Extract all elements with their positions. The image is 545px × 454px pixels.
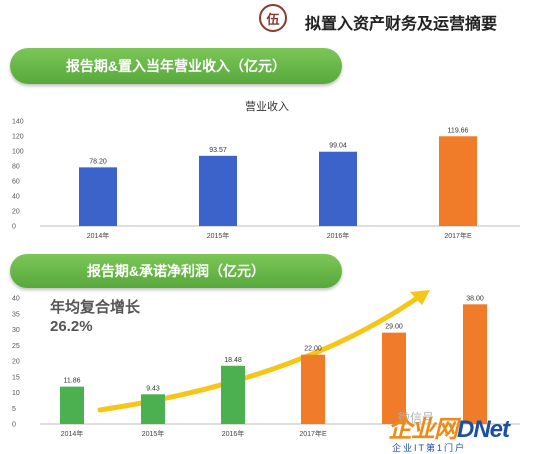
bar-value-label: 119.66 <box>448 127 469 134</box>
y-tick-label: 40 <box>12 194 20 201</box>
x-tick-label: 2014年 <box>61 429 84 438</box>
bar-value-label: 93.57 <box>209 147 227 154</box>
y-tick-label: 35 <box>12 311 20 318</box>
site-logo: 企业网DNet <box>388 416 510 443</box>
bar <box>79 167 117 226</box>
revenue-chart-title: 营业收入 <box>245 101 289 113</box>
bar <box>463 304 487 424</box>
y-tick-label: 120 <box>12 134 24 141</box>
y-tick-label: 15 <box>12 374 20 381</box>
y-tick-label: 20 <box>12 359 20 366</box>
bar-value-label: 38.00 <box>466 295 484 302</box>
y-tick-label: 20 <box>12 209 20 216</box>
logo-part-c: Net <box>473 416 510 443</box>
bar-value-label: 18.48 <box>224 357 242 364</box>
y-tick-label: 100 <box>12 149 24 156</box>
site-slogan: 企业IT第1门户 <box>392 443 467 453</box>
x-tick-label: 2017年E <box>299 429 327 438</box>
bar-value-label: 29.00 <box>385 324 403 331</box>
revenue-section-banner: 报告期&置入当年营业收入（亿元） <box>10 48 342 84</box>
wechat-watermark: 微信号 <box>398 411 435 425</box>
profit-chart: 0 5 10 15 20 25 30 35 40 11.86 2014年 9.43 2015年 18.48… <box>12 295 520 438</box>
x-tick-label: 2015年 <box>207 231 230 240</box>
section-number-badge: 伍 <box>259 4 287 32</box>
bar <box>319 151 357 226</box>
bar-value-label: 11.86 <box>64 378 81 385</box>
bar-value-label: 9.43 <box>146 385 160 392</box>
y-tick-label: 40 <box>12 296 20 303</box>
bar <box>199 155 237 226</box>
bar <box>382 332 406 424</box>
y-tick-label: 10 <box>12 390 20 397</box>
y-tick-label: 25 <box>12 343 20 350</box>
bar <box>221 365 245 424</box>
cagr-label: 年均复合增长 <box>50 299 141 316</box>
x-tick-label: 2014年 <box>87 231 110 240</box>
bar-value-label: 22.00 <box>304 346 322 353</box>
y-tick-label: 140 <box>12 119 24 126</box>
y-tick-label: 0 <box>12 422 16 429</box>
x-tick-label: 2015年 <box>142 429 165 438</box>
bar <box>439 136 477 226</box>
bar <box>60 386 84 424</box>
y-tick-label: 5 <box>12 406 16 413</box>
y-tick-label: 30 <box>12 327 20 334</box>
revenue-chart: 0 20 40 60 80 100 120 140 78.20 2014年 93.57 2015年 99… <box>12 119 520 240</box>
bar-value-label: 78.20 <box>89 158 107 165</box>
profit-section-banner: 报告期&承诺净利润（亿元） <box>10 254 342 288</box>
cagr-value: 26.2% <box>50 318 93 335</box>
y-tick-label: 0 <box>12 224 16 231</box>
revenue-section-title: 报告期&置入当年营业收入（亿元） <box>65 58 287 74</box>
bar <box>301 354 325 424</box>
growth-arrow-head <box>410 290 430 305</box>
page-title: 拟置入资产财务及运营摘要 <box>305 16 498 33</box>
x-tick-label: 2016年 <box>327 231 350 240</box>
x-tick-label: 2017年E <box>444 231 472 240</box>
profit-section-title: 报告期&承诺净利润（亿元） <box>86 263 266 279</box>
logo-part-b: D <box>457 416 474 443</box>
y-tick-label: 60 <box>12 179 20 186</box>
growth-arrow-shaft <box>97 293 423 413</box>
logo-part-a: 企业网 <box>388 416 458 443</box>
bar <box>141 394 165 424</box>
x-tick-label: 2016年 <box>222 429 245 438</box>
y-tick-label: 80 <box>12 164 20 171</box>
bar-value-label: 99.04 <box>329 143 347 150</box>
